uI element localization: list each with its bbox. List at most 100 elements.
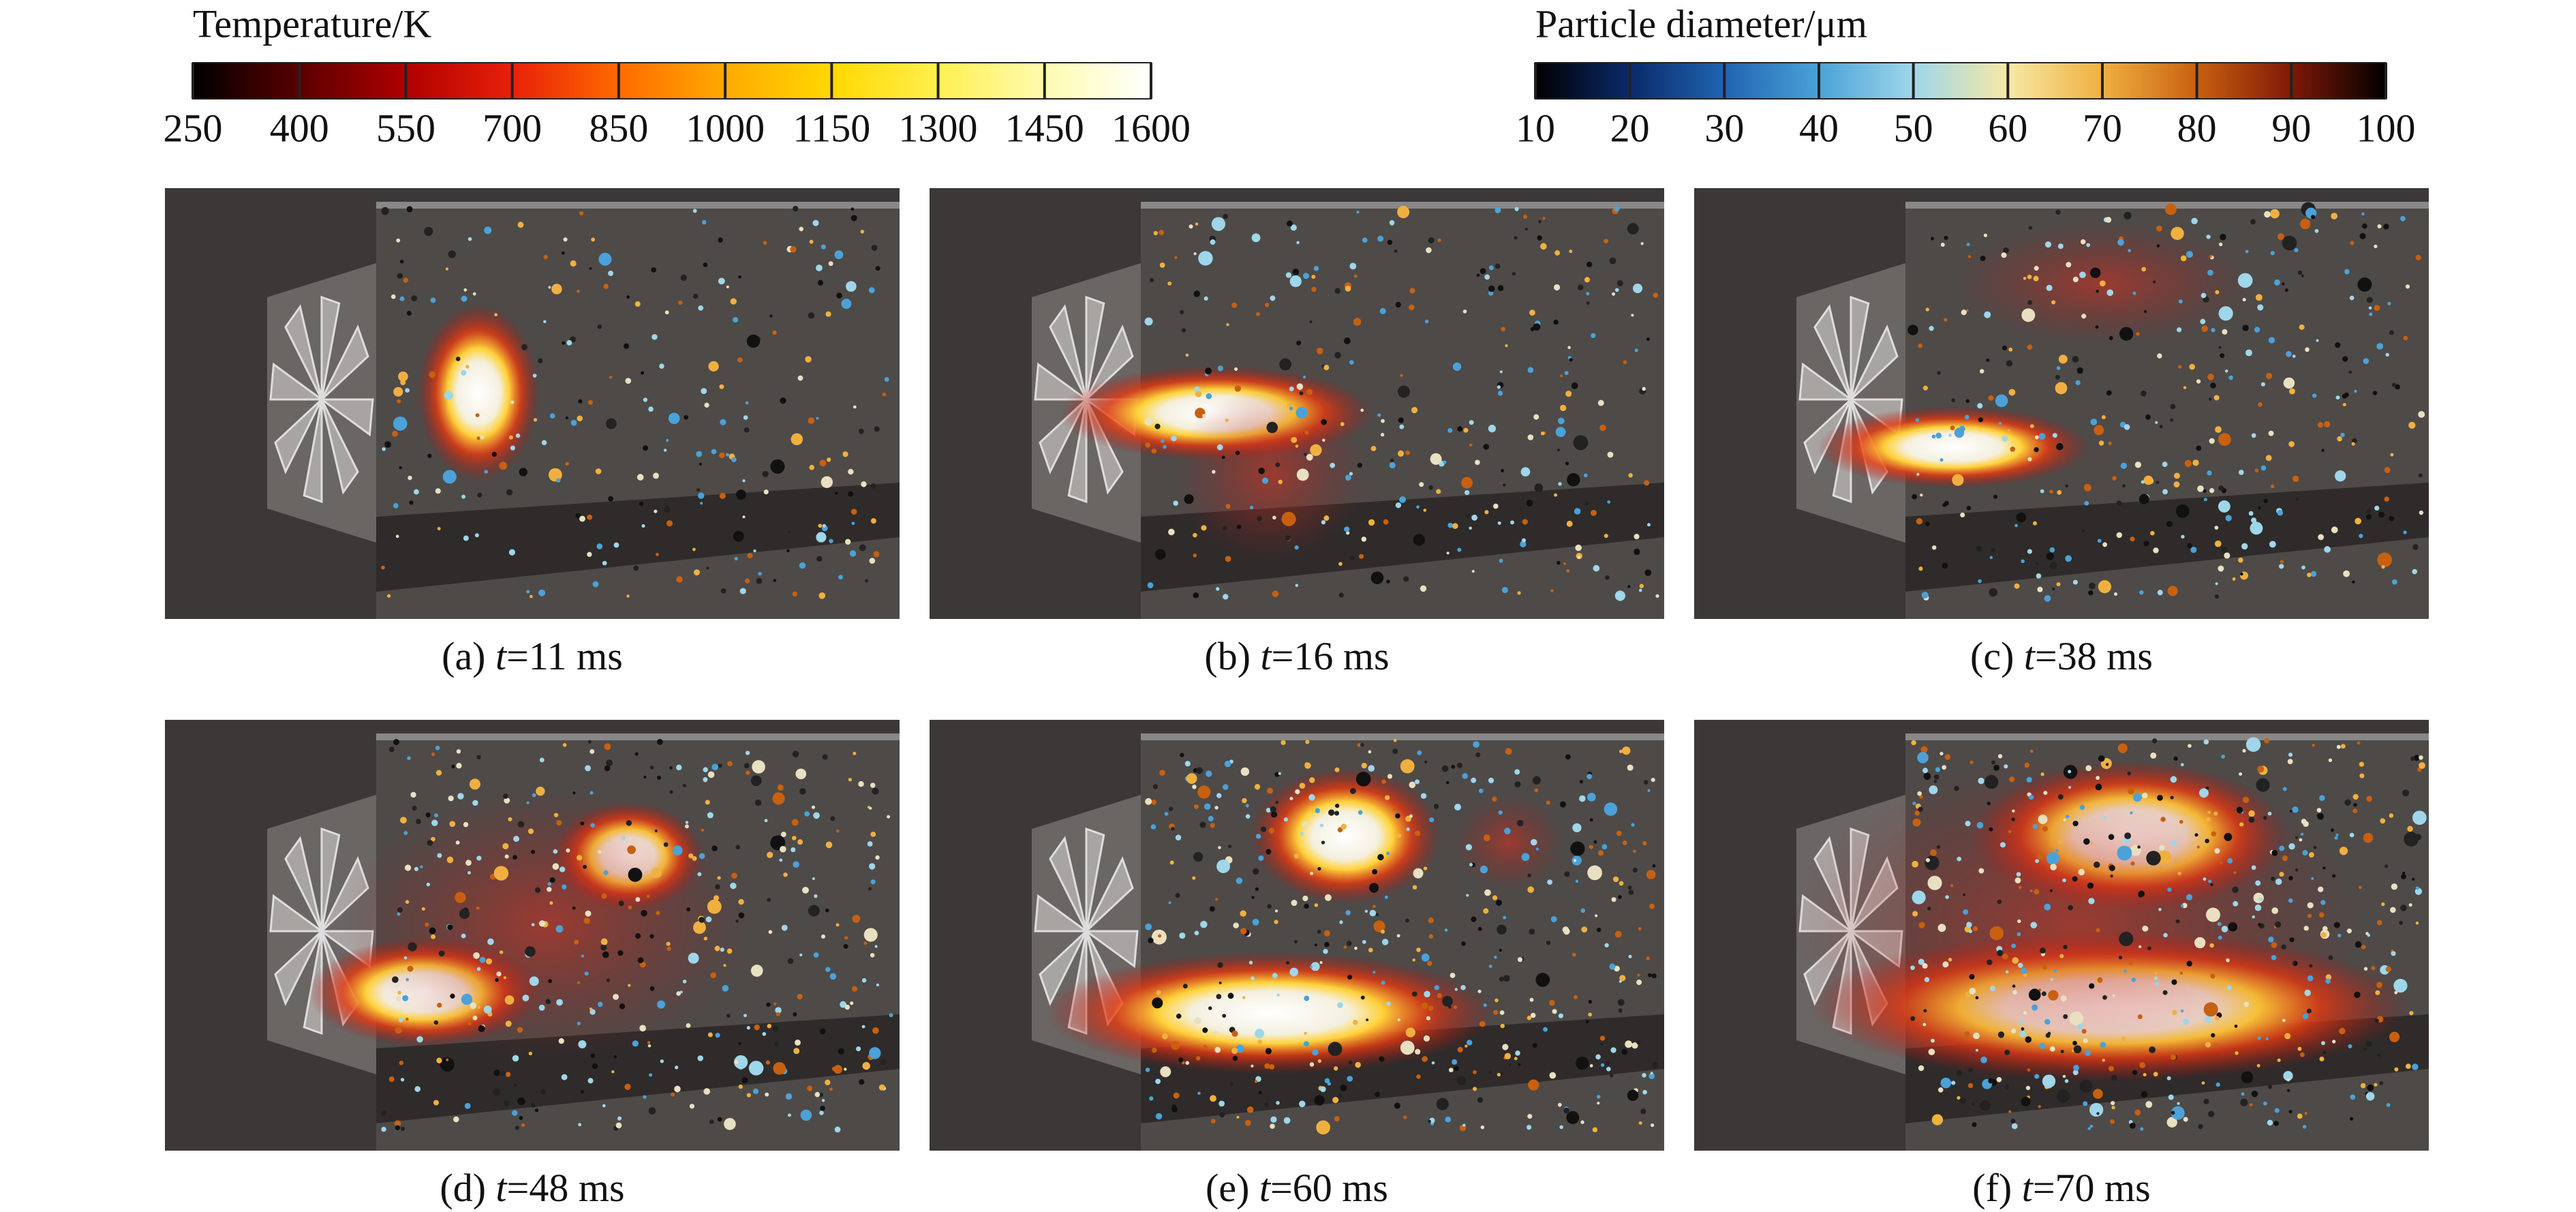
particle [2306, 1008, 2312, 1014]
particle [2224, 832, 2233, 841]
particle [1462, 309, 1467, 314]
particle [2162, 990, 2168, 995]
particle [431, 836, 435, 842]
particle [825, 311, 831, 317]
particle [1335, 803, 1340, 808]
particle [1573, 995, 1578, 999]
particle [604, 765, 611, 772]
particle [2179, 819, 2183, 824]
particle [1623, 360, 1627, 365]
particle [659, 363, 664, 369]
particle [1384, 895, 1388, 899]
particle [1345, 910, 1351, 915]
particle [2225, 515, 2232, 521]
particle [1527, 1114, 1533, 1119]
particle [2363, 832, 2374, 843]
particle [1338, 592, 1344, 598]
particle [1208, 815, 1214, 821]
particle [2201, 325, 2208, 332]
particle [2159, 425, 2163, 429]
particle [2089, 983, 2095, 989]
particle [2375, 990, 2380, 995]
particle [862, 1061, 870, 1070]
particle [2232, 577, 2236, 581]
particle [570, 260, 577, 267]
particle [705, 800, 710, 805]
particle [1306, 389, 1313, 395]
particle [506, 489, 513, 496]
particle [2209, 438, 2215, 444]
panel-caption: (f) t=70 ms [1972, 1166, 2150, 1210]
particle [688, 853, 694, 859]
particle [1424, 760, 1428, 764]
particle [579, 515, 585, 522]
particle [2036, 573, 2042, 579]
particle [2132, 291, 2136, 295]
particle [589, 1009, 596, 1015]
particle [870, 783, 876, 788]
particle [2330, 828, 2334, 832]
particle [1324, 941, 1330, 948]
particle [1368, 883, 1379, 893]
particle [2348, 1044, 2352, 1049]
particle [2340, 432, 2345, 438]
particle [1942, 961, 1949, 968]
particle [1421, 1002, 1428, 1010]
particle [1558, 1013, 1564, 1018]
particle [2374, 305, 2380, 311]
particle [849, 550, 857, 557]
particle [1966, 922, 1972, 928]
particle [2322, 1050, 2327, 1055]
particle [748, 1061, 764, 1076]
particle [2128, 249, 2132, 253]
particle [592, 1063, 598, 1070]
particle [2413, 755, 2420, 761]
particle [718, 763, 722, 768]
particle [1535, 973, 1550, 987]
particle [1477, 989, 1482, 993]
particle [1599, 424, 1606, 431]
particle [1540, 243, 1547, 250]
particle [717, 876, 721, 880]
particle [2134, 1109, 2141, 1116]
particle [1322, 438, 1325, 442]
particle [2090, 419, 2098, 425]
particle [793, 861, 799, 868]
particle [1550, 915, 1557, 922]
particle [2358, 885, 2362, 890]
particle [2280, 560, 2284, 564]
particle [1628, 890, 1634, 895]
particle [1933, 774, 1939, 780]
particle [1409, 288, 1415, 294]
particle [1242, 996, 1246, 999]
particle [1969, 988, 1976, 995]
particle [703, 1088, 711, 1095]
particle [861, 978, 867, 983]
particle [2270, 484, 2275, 489]
particle [822, 524, 826, 528]
particle [1257, 516, 1262, 521]
particle [1210, 1095, 1216, 1102]
particle [1384, 795, 1390, 800]
particle [628, 867, 643, 882]
particle [1324, 894, 1332, 901]
particle [2198, 788, 2209, 798]
particle [2307, 913, 2312, 918]
particle [2005, 970, 2009, 974]
particle [1265, 1048, 1272, 1055]
particle [2299, 1052, 2305, 1057]
particle [850, 207, 855, 211]
particle [819, 1110, 824, 1115]
particle [2257, 766, 2265, 773]
particle [1940, 1077, 1952, 1089]
particle [827, 457, 831, 462]
particle [1360, 742, 1364, 747]
particle [2129, 1122, 2136, 1129]
particle [2119, 327, 2134, 341]
particle [603, 284, 609, 290]
particle [1529, 928, 1535, 935]
particle [807, 1085, 813, 1091]
particle [2027, 457, 2032, 461]
particle [2136, 332, 2140, 336]
particle [2083, 838, 2090, 845]
